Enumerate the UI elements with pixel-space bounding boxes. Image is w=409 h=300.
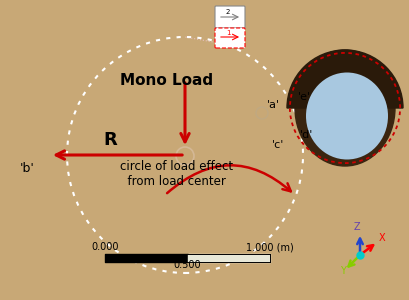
Text: circle of load effect
  from load center: circle of load effect from load center [120, 160, 233, 188]
Text: 2: 2 [226, 9, 230, 15]
Ellipse shape [295, 50, 395, 166]
Text: 1.000 (m): 1.000 (m) [246, 242, 294, 252]
Text: 0.000: 0.000 [91, 242, 119, 252]
Text: 'd': 'd' [300, 130, 313, 140]
Text: 0.500: 0.500 [174, 260, 201, 270]
Text: 'b': 'b' [20, 162, 35, 175]
Text: 'a': 'a' [267, 100, 280, 110]
Text: R: R [103, 131, 117, 149]
Text: Y: Y [340, 266, 346, 276]
Text: X: X [379, 233, 385, 243]
Circle shape [256, 107, 268, 119]
Ellipse shape [306, 73, 388, 160]
Text: Mono Load: Mono Load [120, 73, 213, 88]
Text: 1: 1 [226, 30, 231, 36]
FancyBboxPatch shape [215, 6, 245, 28]
Text: 'e': 'e' [298, 92, 311, 102]
Text: 'c': 'c' [272, 140, 284, 150]
FancyBboxPatch shape [215, 28, 245, 48]
Text: Z: Z [354, 222, 361, 232]
Wedge shape [287, 50, 403, 108]
